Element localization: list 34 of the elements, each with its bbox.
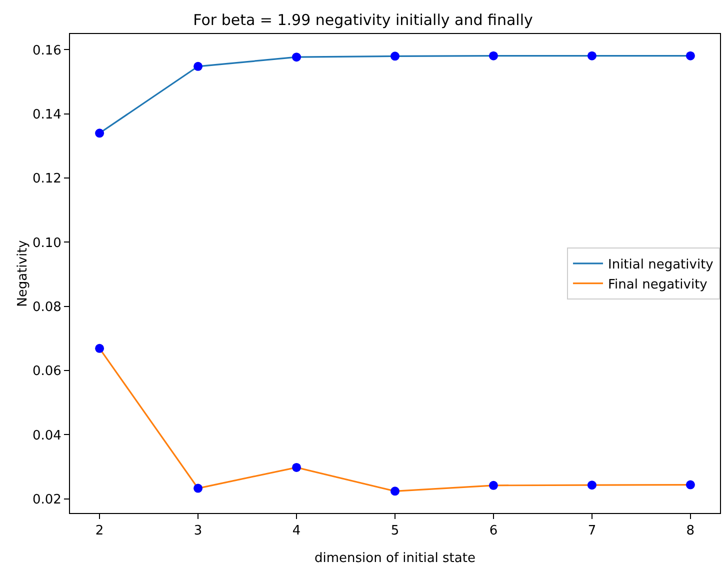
x-tick-label: 5 — [390, 524, 400, 539]
legend-label: Initial negativity — [608, 258, 714, 273]
y-tick-label: 0.10 — [32, 236, 62, 251]
y-tick-label: 0.04 — [32, 428, 62, 444]
point — [686, 480, 695, 490]
y-tick-label: 0.12 — [32, 172, 62, 187]
point — [194, 484, 203, 493]
point — [292, 52, 302, 62]
x-tick-label: 3 — [194, 524, 202, 539]
y-tick-label: 0.14 — [32, 107, 62, 122]
x-tick-label: 7 — [588, 524, 596, 539]
point — [488, 480, 498, 490]
x-axis-title: dimension of initial state — [314, 551, 476, 566]
y-tick-label: 0.16 — [32, 43, 62, 58]
y-tick-label: 0.08 — [32, 300, 62, 315]
point — [488, 51, 498, 60]
point — [95, 128, 104, 138]
point — [194, 62, 203, 71]
point — [587, 51, 596, 60]
point — [390, 486, 400, 496]
chart-title: For beta = 1.99 negativity initially and finally — [193, 10, 534, 29]
x-tick-label: 6 — [489, 524, 498, 539]
x-tick-label: 2 — [95, 524, 104, 539]
y-tick-label: 0.02 — [32, 492, 62, 508]
point — [95, 344, 104, 353]
x-tick-label: 8 — [686, 524, 695, 539]
point — [292, 462, 302, 472]
point — [390, 52, 400, 61]
point — [587, 480, 596, 490]
y-tick-label: 0.06 — [32, 364, 62, 380]
legend-label: Final negativity — [608, 277, 708, 292]
point — [686, 51, 695, 60]
x-tick-label: 4 — [292, 524, 301, 539]
y-axis-title: Negativity — [15, 240, 30, 307]
